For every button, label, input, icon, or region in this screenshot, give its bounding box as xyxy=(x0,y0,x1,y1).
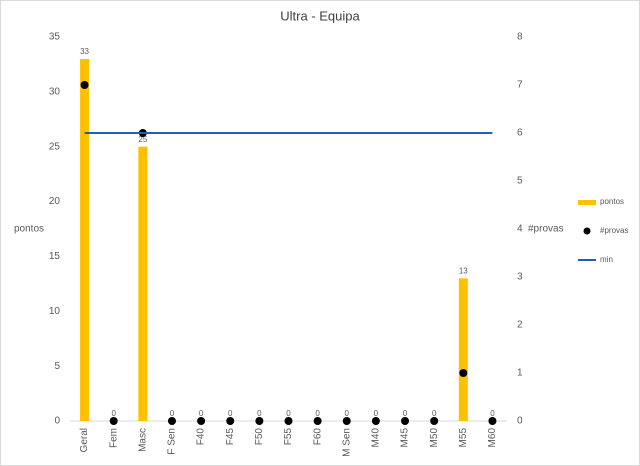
data-label: 0 xyxy=(111,409,116,418)
point xyxy=(430,417,439,425)
y2-tick-label: 5 xyxy=(517,176,523,187)
y-tick-label: 10 xyxy=(49,306,61,317)
y2-tick-label: 1 xyxy=(517,368,523,379)
x-tick-label: Geral xyxy=(79,428,90,452)
bar xyxy=(458,278,468,421)
point xyxy=(342,417,351,425)
x-tick-label: F40 xyxy=(196,428,207,446)
data-label: 25 xyxy=(138,135,147,144)
x-tick-label: M60 xyxy=(487,428,498,448)
x-tick-label: F50 xyxy=(254,428,265,446)
data-label: 0 xyxy=(199,409,204,418)
point xyxy=(80,81,89,89)
y2-tick-label: 0 xyxy=(517,416,523,427)
y-axis-label: pontos xyxy=(14,224,44,235)
point xyxy=(371,417,380,425)
y2-tick-label: 3 xyxy=(517,272,523,283)
x-tick-label: F55 xyxy=(283,428,294,446)
bar xyxy=(138,146,148,421)
x-tick-label: M50 xyxy=(429,428,440,448)
y2-tick-label: 6 xyxy=(517,128,523,139)
x-tick-label: M40 xyxy=(371,428,382,448)
y2-axis-label: #provas xyxy=(528,224,564,235)
legend-swatch xyxy=(583,227,591,235)
y-tick-label: 35 xyxy=(49,32,61,43)
x-tick-label: M Sen xyxy=(341,428,352,457)
y-tick-label: 5 xyxy=(54,361,60,372)
point xyxy=(488,417,497,425)
legend-label: min xyxy=(600,255,613,264)
legend-label: #provas xyxy=(600,226,628,235)
y2-tick-label: 4 xyxy=(517,224,523,235)
point xyxy=(284,417,293,425)
x-tick-label: F45 xyxy=(225,428,236,446)
y-tick-label: 30 xyxy=(49,86,61,97)
data-label: 0 xyxy=(315,409,320,418)
point xyxy=(226,417,235,425)
point xyxy=(167,417,176,425)
legend-label: pontos xyxy=(600,197,624,206)
point xyxy=(255,417,264,425)
y2-tick-label: 8 xyxy=(517,32,523,43)
point xyxy=(313,417,322,425)
y2-tick-label: 7 xyxy=(517,80,523,91)
y-tick-label: 20 xyxy=(49,196,61,207)
data-label: 33 xyxy=(80,47,89,56)
point xyxy=(109,417,118,425)
data-label: 0 xyxy=(432,409,437,418)
data-label: 0 xyxy=(170,409,175,418)
x-tick-label: M45 xyxy=(400,428,411,448)
x-tick-label: F Sen xyxy=(167,428,178,455)
y-tick-label: 25 xyxy=(49,141,61,152)
data-label: 0 xyxy=(374,409,379,418)
data-label: 0 xyxy=(257,409,262,418)
point xyxy=(401,417,410,425)
legend-swatch xyxy=(578,200,596,205)
chart-title: Ultra - Equipa xyxy=(280,8,360,23)
point xyxy=(197,417,206,425)
x-tick-label: F60 xyxy=(312,428,323,446)
data-label: 0 xyxy=(345,409,350,418)
y-tick-label: 0 xyxy=(54,416,60,427)
x-tick-label: Masc xyxy=(137,428,148,452)
y2-tick-label: 2 xyxy=(517,320,523,331)
x-tick-label: M55 xyxy=(458,428,469,448)
data-label: 13 xyxy=(459,266,468,275)
data-label: 0 xyxy=(228,409,233,418)
bar xyxy=(80,58,90,421)
x-tick-label: Fem xyxy=(108,428,119,448)
point xyxy=(459,369,468,377)
data-label: 0 xyxy=(490,409,495,418)
y-tick-label: 15 xyxy=(49,251,61,262)
data-label: 0 xyxy=(286,409,291,418)
data-label: 0 xyxy=(403,409,408,418)
